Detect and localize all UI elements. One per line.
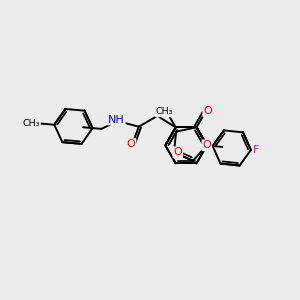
Text: O: O	[173, 147, 182, 157]
Text: O: O	[203, 106, 212, 116]
Text: CH₃: CH₃	[156, 107, 173, 116]
Text: O: O	[202, 140, 211, 150]
Text: CH₃: CH₃	[22, 118, 40, 127]
Text: F: F	[253, 145, 260, 155]
Text: NH: NH	[108, 115, 125, 124]
Text: O: O	[127, 139, 136, 149]
